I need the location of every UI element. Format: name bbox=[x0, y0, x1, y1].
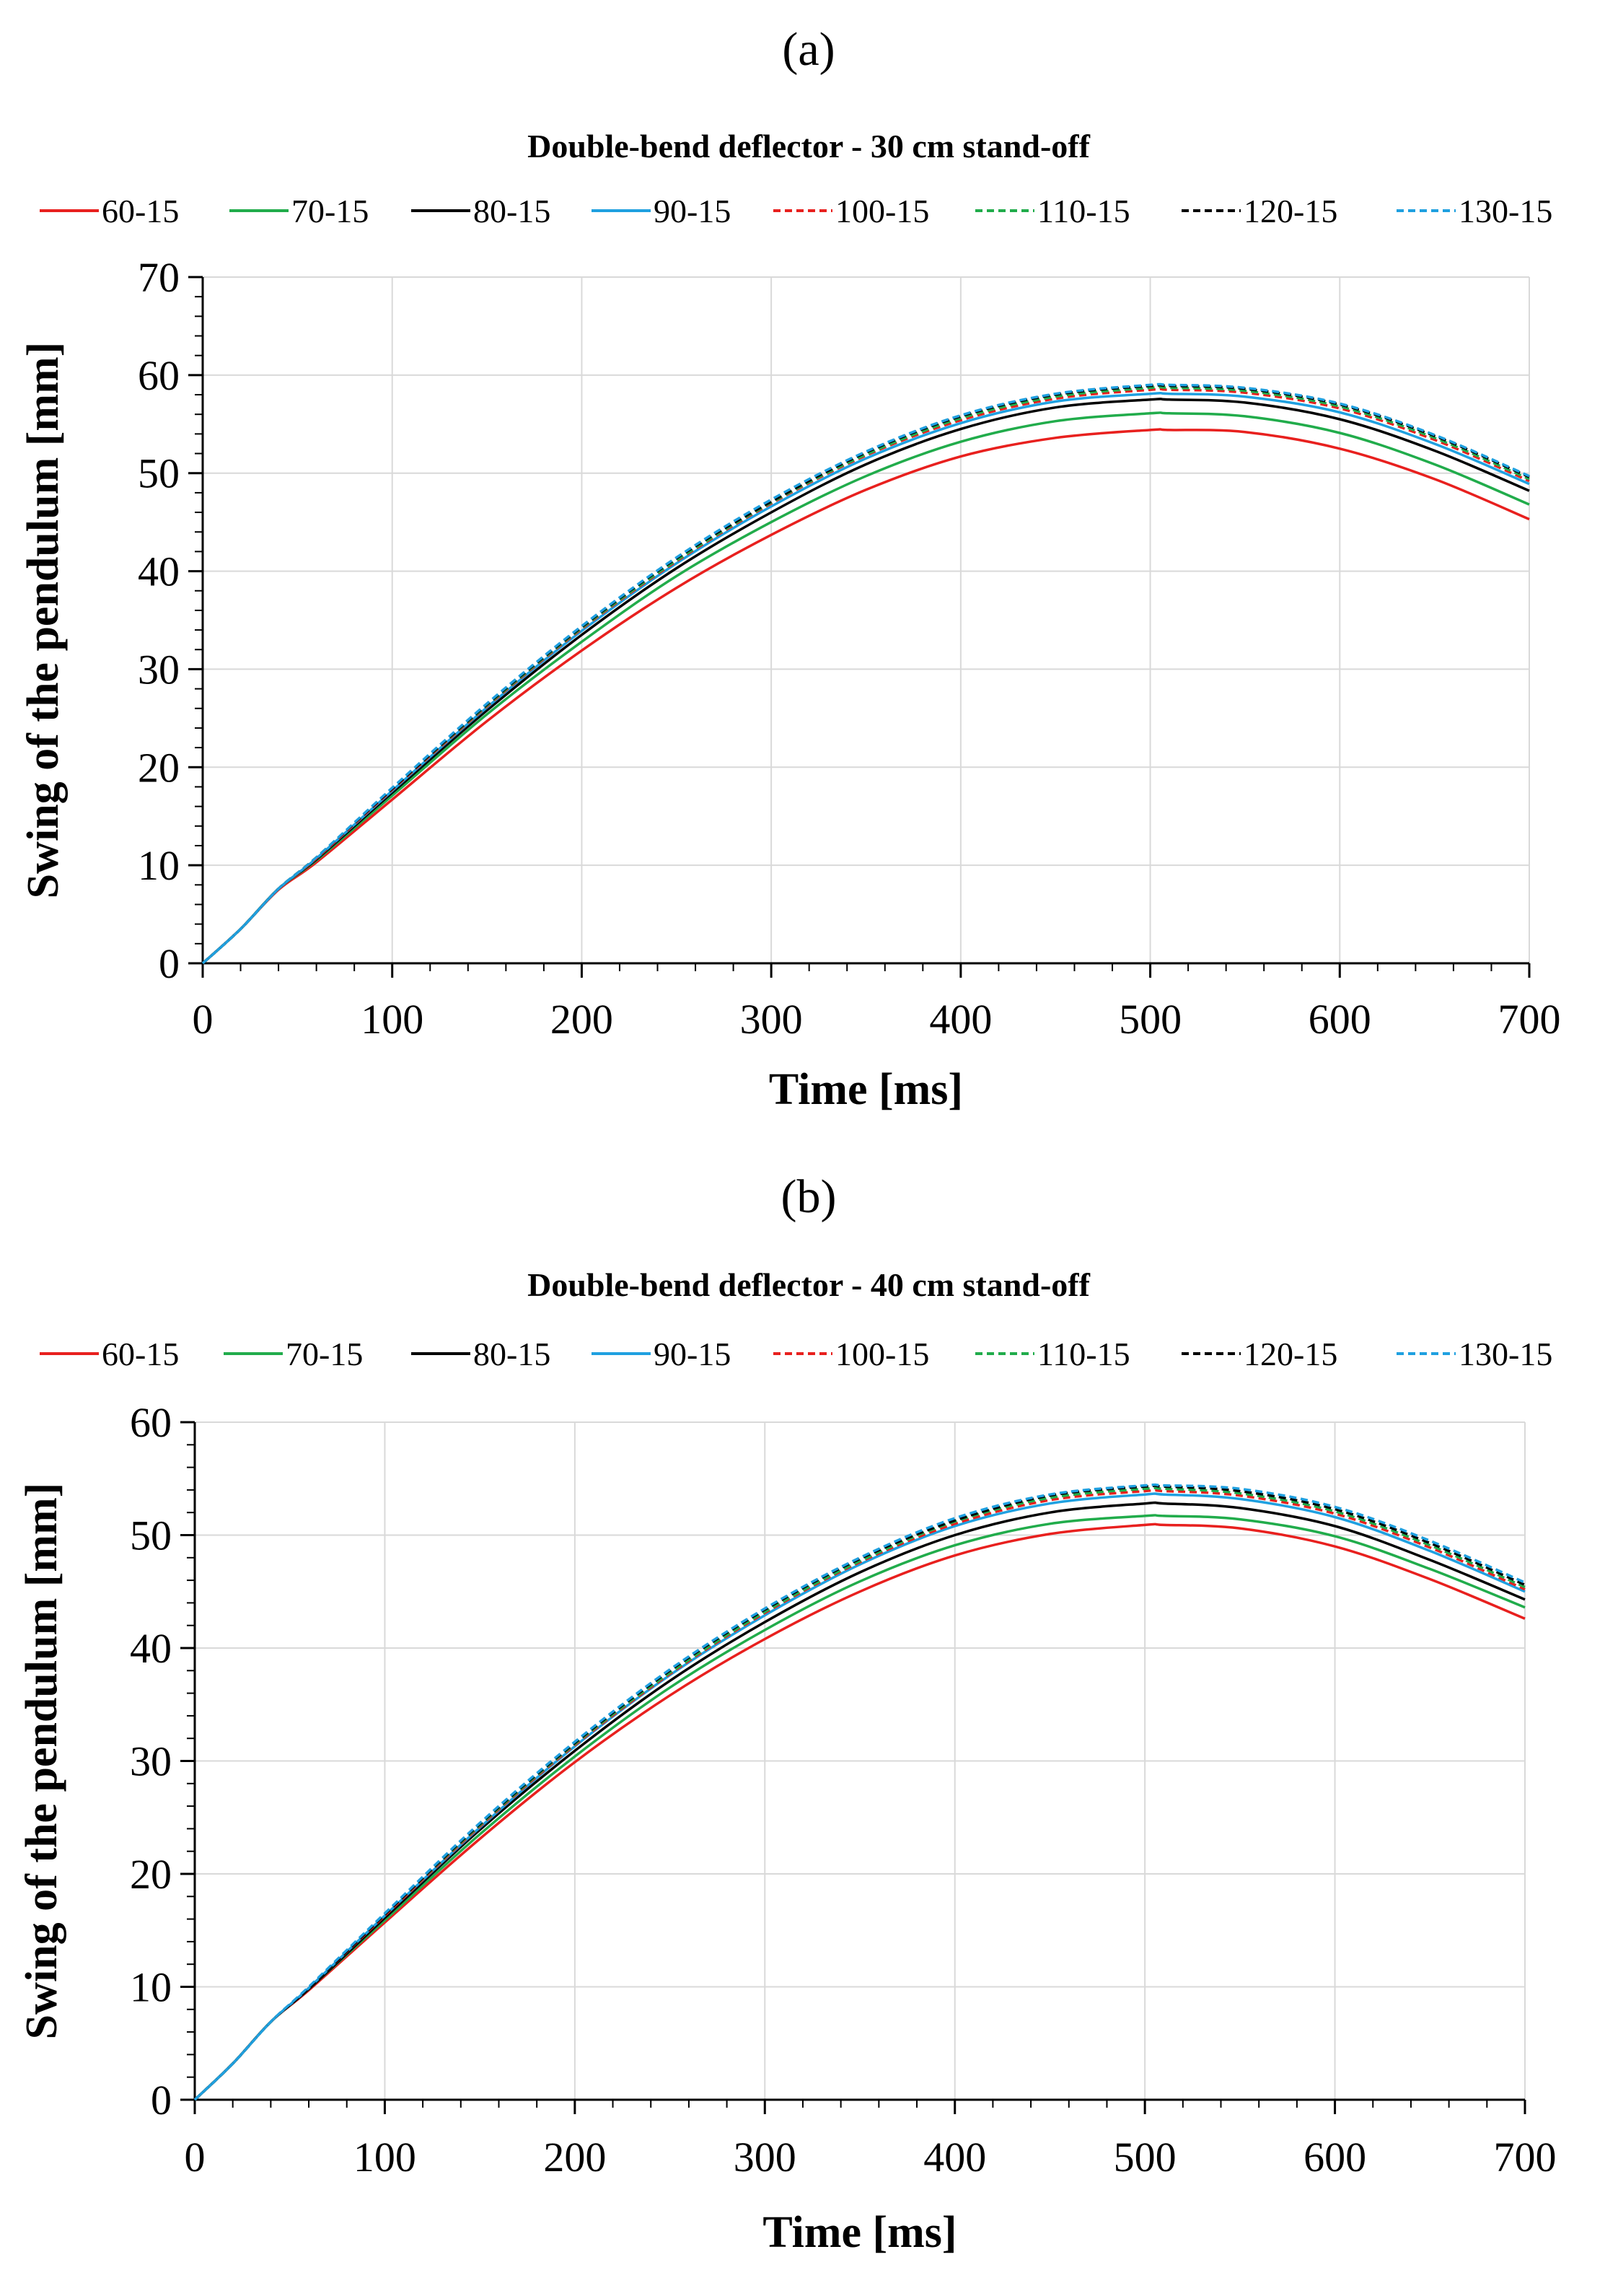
y-tick-label: 10 bbox=[138, 842, 180, 889]
y-axis-title: Swing of the pendulum [mm] bbox=[17, 1483, 66, 2040]
legend-item: 70-15 bbox=[229, 193, 369, 229]
legend-label: 90-15 bbox=[654, 1336, 731, 1372]
legend-label: 100-15 bbox=[835, 1336, 929, 1372]
x-axis-title: Time [ms] bbox=[762, 2208, 957, 2257]
series-line-60-15 bbox=[193, 1522, 1526, 2101]
legend-item: 100-15 bbox=[773, 193, 929, 229]
legend-item: 70-15 bbox=[224, 1336, 363, 1372]
x-tick-label: 700 bbox=[1494, 2134, 1557, 2181]
y-tick-label: 0 bbox=[159, 940, 180, 987]
legend-label: 120-15 bbox=[1244, 1336, 1337, 1372]
x-tick-label: 200 bbox=[543, 2134, 606, 2181]
y-tick-label: 30 bbox=[130, 1738, 172, 1785]
legend-label: 100-15 bbox=[835, 193, 929, 229]
legend-item: 120-15 bbox=[1182, 1336, 1337, 1372]
legend-item: 100-15 bbox=[773, 1336, 929, 1372]
x-tick-label: 500 bbox=[1119, 996, 1182, 1043]
x-tick-label: 0 bbox=[193, 996, 214, 1043]
y-tick-label: 20 bbox=[130, 1851, 172, 1898]
panel-label: (a) bbox=[782, 23, 835, 76]
x-tick-label: 600 bbox=[1309, 996, 1371, 1043]
y-tick-label: 10 bbox=[130, 1964, 172, 2011]
series-line-70-15 bbox=[193, 1514, 1526, 2101]
legend-item: 60-15 bbox=[40, 1336, 179, 1372]
legend-label: 110-15 bbox=[1037, 193, 1130, 229]
legend-item: 110-15 bbox=[975, 193, 1130, 229]
legend-item: 80-15 bbox=[411, 1336, 550, 1372]
legend-item: 90-15 bbox=[592, 1336, 731, 1372]
legend-item: 80-15 bbox=[411, 193, 550, 229]
legend-label: 80-15 bbox=[473, 1336, 550, 1372]
legend-label: 60-15 bbox=[102, 193, 179, 229]
legend-label: 80-15 bbox=[473, 193, 550, 229]
y-tick-label: 50 bbox=[130, 1512, 172, 1559]
x-tick-label: 0 bbox=[185, 2134, 206, 2181]
legend-label: 120-15 bbox=[1244, 193, 1337, 229]
y-tick-label: 50 bbox=[138, 450, 180, 497]
series-line-120-15 bbox=[193, 1484, 1526, 2101]
legend-label: 130-15 bbox=[1459, 1336, 1552, 1372]
series-line-130-15 bbox=[201, 382, 1530, 965]
panel-label: (b) bbox=[781, 1170, 837, 1223]
series-line-120-15 bbox=[201, 383, 1530, 965]
x-tick-label: 300 bbox=[734, 2134, 796, 2181]
x-tick-label: 500 bbox=[1114, 2134, 1177, 2181]
legend-item: 60-15 bbox=[40, 193, 179, 229]
series-line-80-15 bbox=[201, 398, 1530, 965]
chart-a: (a) Double-bend deflector - 30 cm stand-o… bbox=[19, 23, 1561, 1114]
series-line-90-15 bbox=[201, 391, 1530, 965]
series-lines bbox=[201, 382, 1530, 965]
y-tick-label: 30 bbox=[138, 646, 180, 693]
y-tick-label: 40 bbox=[138, 548, 180, 595]
series-line-60-15 bbox=[201, 428, 1530, 965]
series-line-90-15 bbox=[193, 1492, 1526, 2101]
series-line-70-15 bbox=[201, 411, 1530, 965]
series-line-130-15 bbox=[193, 1483, 1526, 2101]
legend-label: 110-15 bbox=[1037, 1336, 1130, 1372]
legend-item: 90-15 bbox=[592, 193, 731, 229]
legend-item: 120-15 bbox=[1182, 193, 1337, 229]
x-tick-label: 400 bbox=[929, 996, 992, 1043]
chart-title: Double-bend deflector - 30 cm stand-off bbox=[527, 128, 1090, 165]
legend-label: 70-15 bbox=[286, 1336, 363, 1372]
legend-item: 110-15 bbox=[975, 1336, 1130, 1372]
chart-title: Double-bend deflector - 40 cm stand-off bbox=[527, 1266, 1090, 1303]
x-tick-label: 100 bbox=[353, 2134, 416, 2181]
y-tick-label: 60 bbox=[130, 1399, 172, 1446]
x-tick-label: 200 bbox=[550, 996, 613, 1043]
x-tick-label: 700 bbox=[1498, 996, 1561, 1043]
minor-ticks bbox=[187, 1421, 1526, 2108]
x-tick-label: 600 bbox=[1303, 2134, 1366, 2181]
x-tick-label: 300 bbox=[740, 996, 803, 1043]
y-tick-label: 60 bbox=[138, 352, 180, 399]
legend-item: 130-15 bbox=[1397, 1336, 1552, 1372]
legend: 60-15 70-15 80-15 90-15 100-15 110-15 120-15 13… bbox=[40, 193, 1552, 229]
x-axis-title: Time [ms] bbox=[769, 1065, 963, 1114]
legend-item: 130-15 bbox=[1397, 193, 1552, 229]
chart-b: (b) Double-bend deflector - 40 cm stand-o… bbox=[17, 1170, 1557, 2257]
x-tick-label: 400 bbox=[923, 2134, 986, 2181]
y-tick-label: 40 bbox=[130, 1625, 172, 1672]
y-tick-label: 20 bbox=[138, 744, 180, 791]
legend-label: 60-15 bbox=[102, 1336, 179, 1372]
legend-label: 130-15 bbox=[1459, 193, 1552, 229]
legend-label: 70-15 bbox=[291, 193, 369, 229]
x-tick-label: 100 bbox=[361, 996, 423, 1043]
legend: 60-15 70-15 80-15 90-15 100-15 110-15 120-15 13… bbox=[40, 1336, 1552, 1372]
series-line-110-15 bbox=[193, 1486, 1526, 2101]
y-tick-label: 70 bbox=[138, 254, 180, 301]
legend-label: 90-15 bbox=[654, 193, 731, 229]
grid bbox=[203, 276, 1530, 963]
minor-ticks bbox=[195, 276, 1530, 971]
y-tick-label: 0 bbox=[151, 2077, 172, 2124]
series-lines bbox=[193, 1483, 1526, 2101]
y-axis-title: Swing of the pendulum [mm] bbox=[19, 342, 68, 899]
